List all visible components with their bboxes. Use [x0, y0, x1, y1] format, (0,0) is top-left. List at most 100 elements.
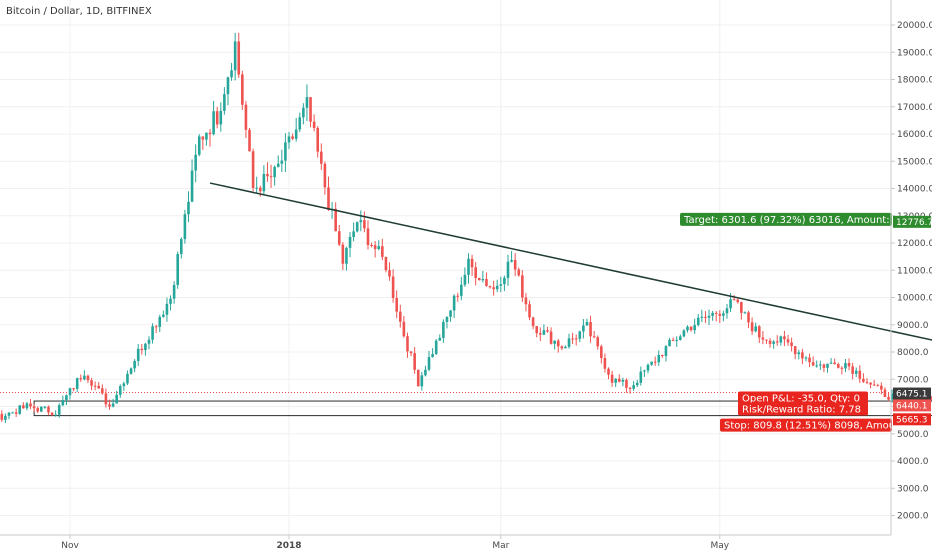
price-axis[interactable]: 2000.03000.04000.05000.06000.07000.08000…: [891, 21, 932, 522]
candle-up: [284, 142, 287, 161]
candle-down: [381, 246, 384, 257]
candle-down: [323, 163, 327, 188]
candle-up: [829, 362, 833, 364]
candle-down: [836, 364, 840, 368]
candle-down: [47, 406, 50, 413]
candle-down: [244, 104, 248, 130]
candle-down: [531, 317, 535, 327]
y-tick-label: 3000.0: [897, 484, 929, 494]
candle-down: [740, 302, 743, 313]
candle-up: [686, 326, 689, 331]
candle-up: [693, 325, 696, 331]
candle-up: [65, 395, 68, 401]
candle-up: [68, 388, 72, 396]
candle-down: [474, 267, 477, 278]
candle-up: [262, 173, 266, 192]
candle-up: [348, 237, 352, 248]
y-tick-label: 16000.0: [897, 130, 932, 140]
candle-up: [632, 385, 635, 389]
candle-down: [757, 326, 761, 338]
candle-down: [320, 151, 323, 164]
candle-up: [194, 154, 197, 171]
candle-down: [395, 297, 398, 312]
price-tag-stop: 5665.3: [896, 415, 928, 425]
candle-down: [388, 270, 391, 277]
candle-up: [25, 403, 29, 409]
candle-down: [661, 355, 664, 357]
candle-down: [790, 342, 793, 347]
y-tick-label: 19000.0: [897, 48, 932, 58]
candle-down: [524, 297, 528, 305]
candle-down: [851, 366, 854, 374]
candle-up: [190, 170, 194, 202]
candle-up: [467, 258, 470, 275]
candle-up: [707, 315, 711, 318]
candle-up: [452, 295, 456, 311]
candle-down: [528, 304, 531, 318]
candle-down: [291, 136, 294, 139]
candle-down: [29, 403, 32, 407]
candle-up: [18, 405, 22, 414]
candle-down: [603, 357, 607, 369]
candle-down: [269, 176, 273, 178]
candle-down: [14, 412, 18, 414]
price-tag-last: 6440.1: [896, 401, 928, 411]
candle-up: [582, 325, 585, 332]
candle-up: [449, 310, 452, 317]
candle-down: [571, 338, 574, 340]
target-label-bg: [680, 212, 892, 226]
candle-up: [495, 285, 499, 290]
candle-down: [90, 380, 93, 386]
candle-up: [180, 239, 183, 254]
candle-down: [22, 405, 25, 409]
candle-up: [804, 357, 808, 359]
candle-up: [7, 412, 11, 416]
candle-up: [233, 41, 237, 71]
candle-down: [215, 111, 219, 125]
candle-down: [488, 285, 492, 288]
long-position-tool[interactable]: Target: 6301.6 (97.32%) 63016, Amount: 1…: [680, 212, 932, 432]
price-tag-target-bg: [893, 215, 931, 228]
candle-down: [589, 322, 592, 337]
candle-up: [890, 393, 894, 400]
candle-up: [503, 277, 506, 285]
candle-up: [54, 414, 57, 416]
candle-down: [765, 339, 768, 341]
candle-up: [553, 340, 556, 344]
y-tick-label: 9000.0: [897, 321, 929, 331]
candle-down: [402, 321, 406, 337]
candle-down: [104, 393, 108, 405]
y-tick-label: 17000.0: [897, 103, 932, 113]
candle-down: [36, 408, 39, 412]
candle-down: [72, 388, 75, 390]
candle-up: [111, 403, 115, 407]
y-tick-label: 10000.0: [897, 294, 932, 304]
candle-down: [140, 348, 144, 351]
candle-up: [438, 337, 442, 341]
candle-up: [499, 284, 503, 286]
candle-down: [880, 385, 883, 390]
candle-down: [363, 220, 366, 229]
candle-down: [521, 275, 524, 298]
candle-up: [172, 284, 176, 299]
candle-down: [237, 41, 241, 75]
candle-up: [725, 308, 729, 314]
descending-trendline: [209, 182, 932, 341]
candle-down: [366, 228, 370, 246]
candle-down: [208, 132, 212, 135]
candle-down: [793, 346, 797, 355]
candle-up: [276, 163, 280, 167]
candle-down: [477, 277, 481, 281]
candle-down: [50, 412, 54, 416]
candle-up: [682, 330, 686, 337]
time-axis[interactable]: SepNov2018MarMayJulSepNov: [0, 535, 932, 550]
candle-down: [833, 362, 836, 365]
candle-down: [108, 404, 111, 407]
candle-down: [32, 406, 36, 409]
candle-down: [600, 346, 603, 358]
candle-down: [539, 333, 542, 335]
candle-up: [151, 326, 154, 340]
candle-down: [883, 389, 887, 398]
candle-up: [223, 94, 226, 111]
